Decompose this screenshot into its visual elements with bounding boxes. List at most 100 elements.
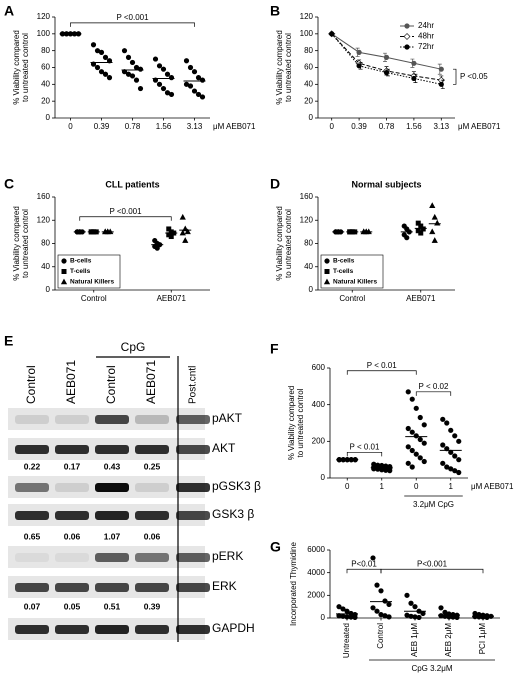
data-point bbox=[160, 85, 167, 92]
blot-column-label: Post.cntl bbox=[188, 366, 199, 404]
data-point bbox=[199, 94, 206, 100]
data-point bbox=[421, 440, 427, 446]
annotation: P <0.05 bbox=[460, 72, 488, 81]
blot-band bbox=[55, 583, 89, 592]
y-axis-label: to untreated control bbox=[284, 33, 293, 102]
blot-band bbox=[55, 511, 89, 520]
legend-label: T-cells bbox=[70, 268, 91, 275]
x-tick-label: 1 bbox=[380, 482, 385, 491]
legend-marker bbox=[60, 278, 68, 285]
data-point bbox=[352, 614, 358, 621]
data-point bbox=[429, 202, 436, 209]
data-point bbox=[448, 427, 454, 433]
data-point bbox=[191, 69, 198, 75]
chart-title: CLL patients bbox=[105, 179, 159, 189]
data-point bbox=[418, 230, 424, 236]
data-point bbox=[90, 61, 97, 67]
blot-band bbox=[95, 415, 129, 424]
data-point bbox=[152, 77, 159, 83]
data-point bbox=[356, 63, 362, 69]
data-point bbox=[405, 425, 411, 432]
data-point bbox=[102, 71, 109, 77]
y-tick-label: 80 bbox=[304, 239, 313, 248]
data-point bbox=[404, 235, 410, 241]
bracket bbox=[79, 216, 172, 221]
data-point bbox=[420, 610, 426, 617]
legend-marker bbox=[323, 278, 331, 285]
bracket bbox=[346, 370, 417, 375]
blot-band bbox=[176, 553, 210, 562]
y-tick-label: 4000 bbox=[307, 568, 325, 577]
data-point bbox=[434, 219, 441, 226]
y-tick-label: 20 bbox=[304, 96, 313, 105]
y-tick-label: 40 bbox=[41, 79, 50, 88]
legend-label: Natural Killers bbox=[333, 279, 377, 286]
group-label: CpG 3.2μM bbox=[411, 664, 452, 673]
y-tick-label: 80 bbox=[41, 239, 50, 248]
data-point bbox=[329, 31, 335, 37]
blot-ratio: 0.05 bbox=[64, 601, 81, 611]
legend-marker bbox=[324, 258, 330, 264]
y-tick-label: 120 bbox=[37, 12, 51, 21]
blot-band bbox=[135, 511, 169, 520]
data-point bbox=[179, 213, 186, 220]
blot-band bbox=[15, 483, 49, 492]
y-tick-label: 160 bbox=[300, 192, 314, 201]
data-point bbox=[168, 74, 175, 81]
data-point bbox=[137, 66, 144, 72]
data-point bbox=[387, 468, 393, 474]
y-tick-label: 20 bbox=[41, 96, 50, 105]
blot-band bbox=[135, 415, 169, 424]
blot-ratio: 0.07 bbox=[24, 601, 41, 611]
data-point bbox=[386, 614, 392, 620]
data-point bbox=[409, 429, 415, 435]
data-point bbox=[90, 42, 97, 48]
blot-band bbox=[135, 553, 169, 562]
x-tick-label: Control bbox=[81, 294, 107, 303]
y-tick-label: 200 bbox=[312, 436, 326, 445]
y-axis-label: % Viability compared bbox=[275, 206, 284, 281]
data-point bbox=[164, 71, 171, 77]
data-point bbox=[417, 414, 423, 421]
blot-band bbox=[55, 625, 89, 634]
legend-label: 72hr bbox=[418, 42, 434, 51]
blot-band bbox=[95, 625, 129, 634]
x-tick-label: Control bbox=[376, 623, 385, 649]
blot-band bbox=[95, 553, 129, 562]
blot-band bbox=[176, 583, 210, 592]
blot-ratio: 0.06 bbox=[144, 531, 161, 541]
blot-row-label: GAPDH bbox=[212, 621, 255, 635]
data-point bbox=[340, 606, 346, 612]
x-tick-label: AEB071 bbox=[157, 294, 187, 303]
legend-box bbox=[57, 254, 121, 289]
y-tick-label: 600 bbox=[312, 363, 326, 372]
data-point bbox=[106, 74, 113, 81]
x-axis-label: μM AEB071 bbox=[213, 122, 256, 131]
x-tick-label: 0.39 bbox=[351, 122, 367, 131]
y-axis-label: to untreated control bbox=[21, 209, 30, 278]
x-tick-label: 0 bbox=[345, 482, 350, 491]
annotation: P < 0.01 bbox=[367, 361, 397, 370]
data-point bbox=[383, 54, 390, 61]
bracket bbox=[346, 451, 383, 457]
data-point bbox=[404, 592, 410, 598]
blot-band bbox=[15, 445, 49, 454]
data-point bbox=[179, 229, 186, 236]
y-tick-label: 100 bbox=[300, 29, 314, 38]
blot-band bbox=[176, 625, 210, 634]
x-tick-label: 3.13 bbox=[434, 122, 450, 131]
data-point bbox=[374, 608, 380, 614]
data-point bbox=[420, 226, 426, 232]
blot-row-label: AKT bbox=[212, 441, 236, 455]
data-point bbox=[454, 614, 460, 621]
blot-band bbox=[95, 483, 129, 492]
y-tick-label: 6000 bbox=[307, 545, 325, 554]
blot-ratio: 0.51 bbox=[104, 601, 121, 611]
data-point bbox=[121, 69, 128, 75]
annotation: P < 0.01 bbox=[350, 442, 380, 451]
legend-label: Natural Killers bbox=[70, 279, 114, 286]
data-point bbox=[98, 49, 105, 55]
x-tick-label: 1.56 bbox=[406, 122, 422, 131]
blot-column-label: AEB071 bbox=[144, 360, 158, 404]
data-point bbox=[94, 64, 101, 71]
